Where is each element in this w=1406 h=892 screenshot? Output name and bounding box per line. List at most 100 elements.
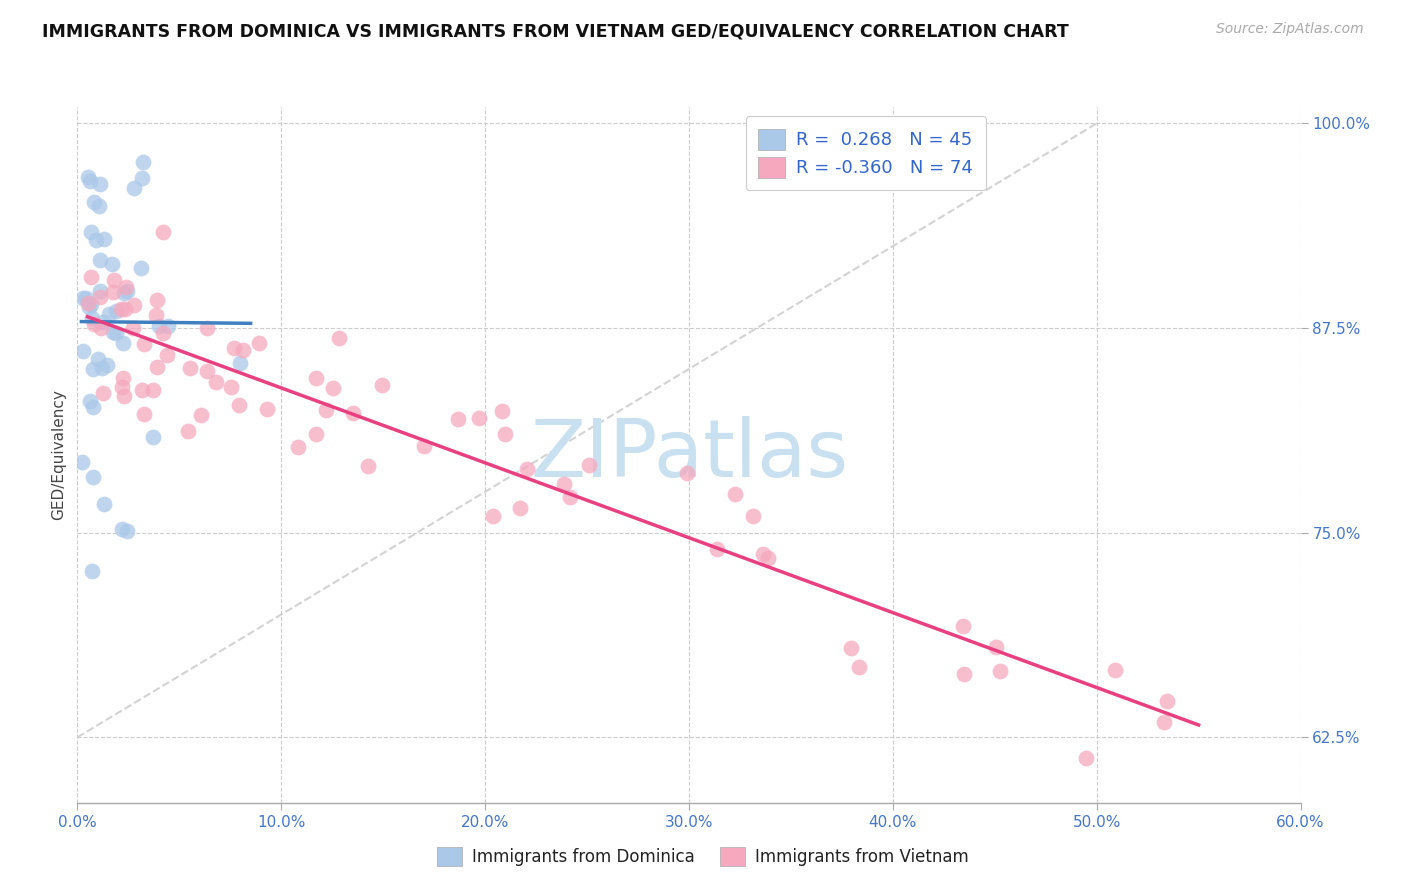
Point — [676, 466, 699, 480]
Point — [89, 177, 111, 191]
Point — [96, 358, 118, 372]
Point — [82, 362, 104, 376]
Point — [131, 383, 153, 397]
Point — [371, 377, 394, 392]
Point — [82, 470, 104, 484]
Point — [152, 326, 174, 340]
Text: Source: ZipAtlas.com: Source: ZipAtlas.com — [1216, 22, 1364, 37]
Point — [77, 169, 100, 184]
Point — [146, 293, 169, 308]
Point — [482, 508, 505, 523]
Point — [103, 273, 125, 287]
Point — [82, 400, 104, 414]
Point — [131, 171, 153, 186]
Legend: R =  0.268   N = 45, R = -0.360   N = 74: R = 0.268 N = 45, R = -0.360 N = 74 — [745, 116, 986, 190]
Point — [357, 458, 380, 473]
Point — [80, 311, 103, 326]
Point — [110, 302, 132, 317]
Point — [1156, 694, 1178, 708]
Point — [190, 408, 212, 422]
Point — [986, 640, 1008, 655]
Point — [179, 361, 201, 376]
Point — [91, 385, 114, 400]
Point — [988, 664, 1011, 678]
Point — [756, 551, 779, 566]
Text: ZIPatlas: ZIPatlas — [530, 416, 848, 494]
Point — [222, 341, 245, 355]
Point — [105, 303, 128, 318]
Point — [953, 666, 976, 681]
Point — [491, 404, 513, 418]
Point — [111, 380, 134, 394]
Point — [83, 195, 105, 210]
Point — [76, 296, 98, 310]
Point — [90, 321, 112, 335]
Point — [129, 260, 152, 275]
Point — [114, 302, 136, 317]
Point — [467, 410, 489, 425]
Point — [494, 427, 516, 442]
Y-axis label: GED/Equivalency: GED/Equivalency — [51, 390, 66, 520]
Point — [516, 462, 538, 476]
Point — [89, 253, 111, 268]
Point — [122, 321, 145, 335]
Point — [75, 291, 97, 305]
Point — [115, 524, 138, 538]
Point — [86, 233, 108, 247]
Point — [560, 490, 582, 504]
Point — [83, 317, 105, 331]
Point — [232, 343, 254, 357]
Point — [156, 319, 179, 334]
Legend: Immigrants from Dominica, Immigrants from Vietnam: Immigrants from Dominica, Immigrants fro… — [429, 838, 977, 875]
Point — [104, 326, 127, 341]
Point — [724, 487, 747, 501]
Point — [93, 232, 115, 246]
Point — [79, 394, 101, 409]
Point — [112, 389, 135, 403]
Point — [228, 398, 250, 412]
Point — [195, 364, 218, 378]
Point — [287, 440, 309, 454]
Point — [117, 284, 139, 298]
Point — [247, 335, 270, 350]
Point — [93, 498, 115, 512]
Point — [578, 458, 600, 472]
Point — [89, 199, 111, 213]
Point — [752, 547, 775, 561]
Point — [553, 477, 575, 491]
Point — [315, 402, 337, 417]
Point — [122, 181, 145, 195]
Point — [89, 284, 111, 298]
Point — [342, 406, 364, 420]
Point — [91, 315, 114, 329]
Point — [72, 291, 94, 305]
Point — [91, 361, 114, 376]
Text: IMMIGRANTS FROM DOMINICA VS IMMIGRANTS FROM VIETNAM GED/EQUIVALENCY CORRELATION : IMMIGRANTS FROM DOMINICA VS IMMIGRANTS F… — [42, 22, 1069, 40]
Point — [146, 359, 169, 374]
Point — [72, 343, 94, 358]
Point — [839, 640, 862, 655]
Point — [305, 371, 328, 385]
Point — [77, 300, 100, 314]
Point — [111, 522, 134, 536]
Point — [322, 380, 344, 394]
Point — [80, 270, 103, 285]
Point — [205, 376, 228, 390]
Point — [112, 335, 135, 350]
Point — [80, 565, 103, 579]
Point — [256, 402, 278, 417]
Point — [952, 619, 974, 633]
Point — [142, 429, 165, 443]
Point — [70, 455, 93, 469]
Point — [97, 307, 120, 321]
Point — [100, 257, 122, 271]
Point — [132, 337, 155, 351]
Point — [1076, 751, 1098, 765]
Point — [706, 541, 728, 556]
Point — [413, 439, 436, 453]
Point — [79, 174, 101, 188]
Point — [112, 371, 135, 385]
Point — [305, 426, 328, 441]
Point — [1153, 715, 1175, 730]
Point — [177, 424, 200, 438]
